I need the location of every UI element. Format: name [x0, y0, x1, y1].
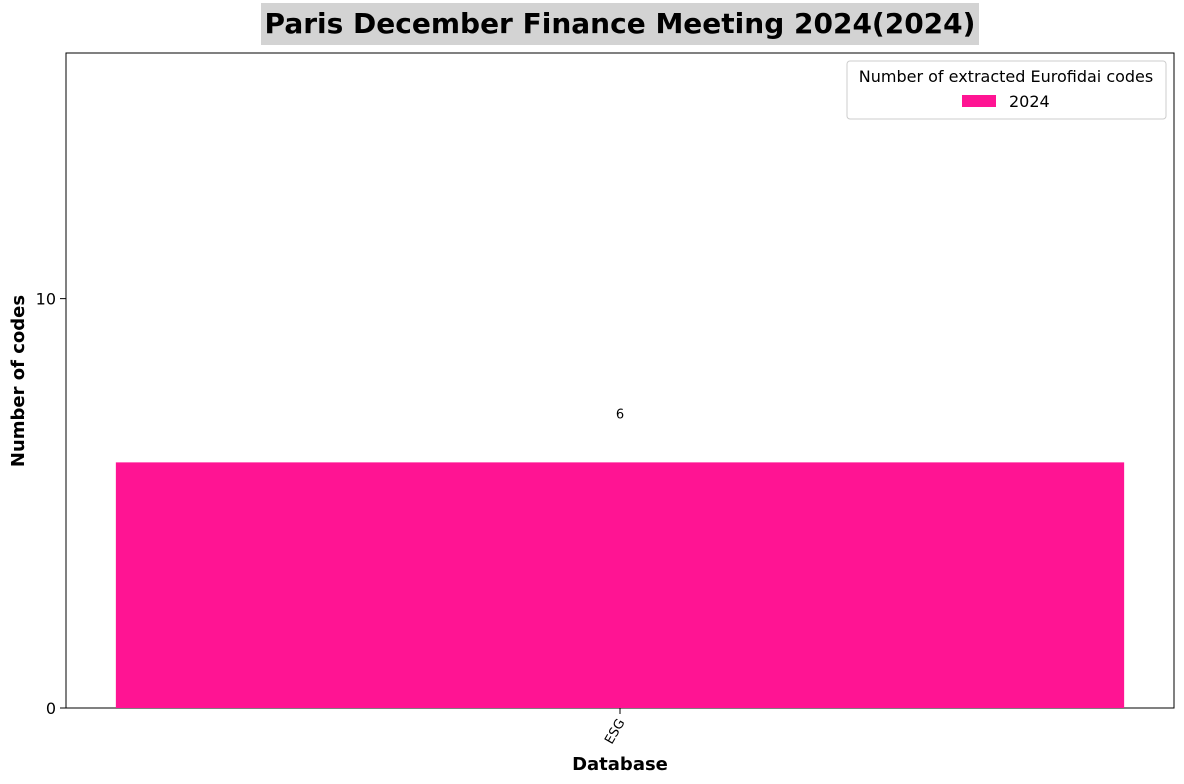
bars-layer	[115, 462, 1125, 708]
legend-title: Number of extracted Eurofidai codes	[859, 67, 1153, 86]
x-axis-label: Database	[572, 754, 668, 775]
y-tick-label: 0	[46, 699, 56, 718]
legend-entry-label: 2024	[1009, 92, 1050, 111]
bar-esg-2024	[115, 462, 1125, 708]
y-tick-label: 10	[36, 290, 56, 309]
legend-swatch-2024	[962, 95, 996, 107]
y-axis-label: Number of codes	[8, 295, 29, 467]
data-labels: 6	[616, 407, 624, 422]
legend: Number of extracted Eurofidai codes 2024	[846, 60, 1167, 120]
chart-title: Paris December Finance Meeting 2024(2024…	[265, 7, 976, 40]
x-axis-ticks: ESG	[602, 708, 628, 747]
x-tick-label: ESG	[602, 717, 628, 747]
legend-box	[846, 60, 1167, 120]
chart-title-background	[261, 3, 979, 45]
y-axis-ticks: 0 10	[36, 290, 66, 718]
bar-value-label: 6	[616, 407, 624, 422]
